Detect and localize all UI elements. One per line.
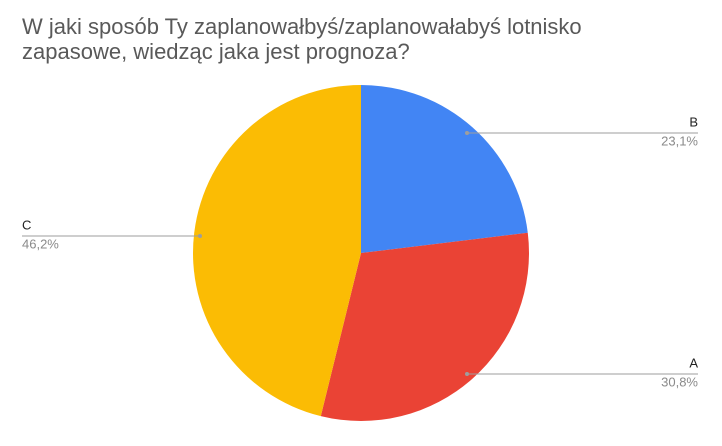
pie-slice (361, 85, 528, 253)
leader-dot (465, 372, 469, 376)
leader-dot (198, 234, 202, 238)
pie-slice (193, 85, 361, 417)
slice-value-label: 23,1% (661, 133, 698, 148)
slice-label: C (22, 217, 31, 232)
slice-value-label: 30,8% (661, 374, 698, 389)
slice-label: B (689, 114, 698, 129)
slice-label: A (689, 355, 698, 370)
leader-dot (465, 131, 469, 135)
slice-value-label: 46,2% (22, 236, 59, 251)
chart-title: W jaki sposób Ty zaplanowałbyś/zaplanowa… (22, 14, 582, 64)
